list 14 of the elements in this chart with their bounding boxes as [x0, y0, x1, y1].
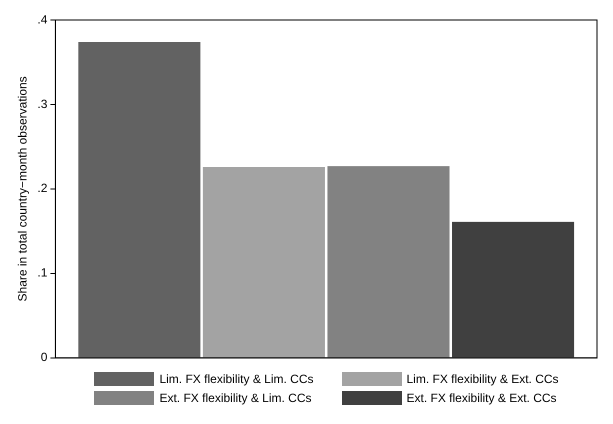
- y-axis-title: Share in total country−month observations: [16, 76, 30, 302]
- y-tick-label: .3: [37, 96, 48, 111]
- legend-label: Lim. FX flexibility & Lim. CCs: [159, 372, 314, 386]
- bar: [78, 42, 200, 358]
- legend-label: Lim. FX flexibility & Ext. CCs: [406, 372, 559, 386]
- y-tick-label: .4: [37, 12, 48, 26]
- bar: [452, 222, 574, 358]
- y-tick-label: 0: [40, 350, 48, 364]
- legend-label: Ext. FX flexibility & Ext. CCs: [406, 391, 557, 405]
- legend-label: Ext. FX flexibility & Lim. CCs: [159, 391, 312, 405]
- y-tick-label: .2: [37, 181, 48, 196]
- y-tick-label: .1: [37, 266, 48, 280]
- bar: [202, 166, 325, 358]
- bar: [327, 166, 450, 358]
